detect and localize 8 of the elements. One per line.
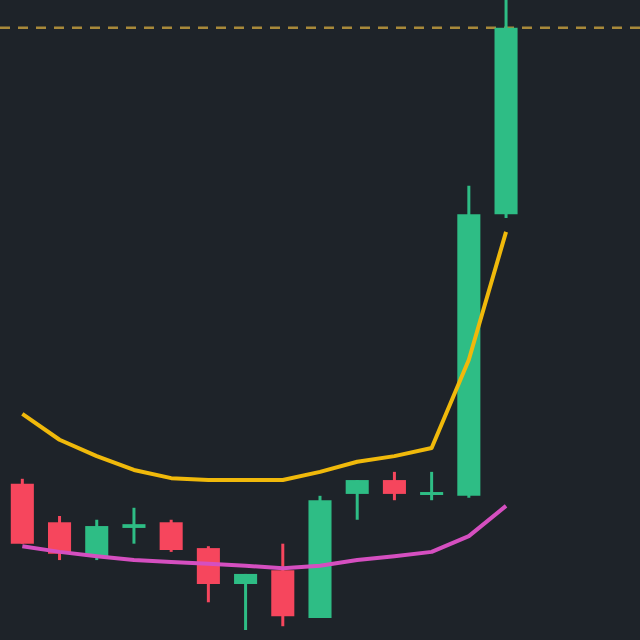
candlestick <box>420 470 444 502</box>
candlestick <box>122 506 146 546</box>
candlestick <box>382 470 406 502</box>
candlestick <box>271 542 295 628</box>
candlestick <box>85 518 109 562</box>
candlestick <box>234 572 258 632</box>
candlestick <box>345 478 369 522</box>
candlestick <box>159 518 183 554</box>
